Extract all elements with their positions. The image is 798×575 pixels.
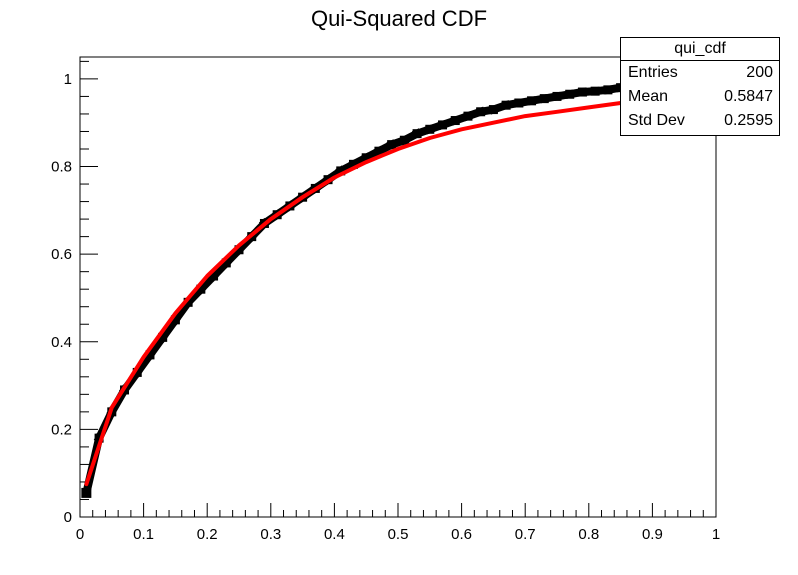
y-tick-label: 0.4 [51,334,72,351]
x-tick-label: 0.6 [451,526,472,543]
stats-entries-value: 200 [746,64,773,81]
stats-stddev-label: Std Dev [628,112,685,129]
stats-row-entries: Entries 200 [621,61,779,85]
data-points [81,75,689,498]
stats-row-mean: Mean 0.5847 [621,85,779,109]
x-tick-label: 0 [76,526,84,543]
y-tick-label: 1 [64,71,72,88]
stats-mean-label: Mean [628,88,669,105]
fit-curve [84,87,718,487]
x-tick-label: 1 [712,526,720,543]
x-tick-label: 0.5 [388,526,409,543]
stats-stddev-value: 0.2595 [724,112,773,129]
stats-row-stddev: Std Dev 0.2595 [621,109,779,133]
y-tick-label: 0.2 [51,421,72,438]
y-tick-label: 0 [64,509,72,526]
x-tick-label: 0.7 [515,526,536,543]
x-tick-label: 0.4 [324,526,345,543]
x-tick-label: 0.1 [133,526,154,543]
stats-entries-label: Entries [628,64,678,81]
axes: 0 0.1 0.2 0.3 0.4 0.5 0.6 0.7 0.8 0.9 1 0 0.2 0.4 0.6 0… [51,56,720,543]
fit-curve-group [84,87,718,487]
y-tick-label: 0.8 [51,159,72,176]
stats-box: qui_cdf Entries 200 Mean 0.5847 Std Dev … [620,37,780,136]
x-tick-label: 0.8 [578,526,599,543]
x-tick-label: 0.3 [260,526,281,543]
chart-title: Qui-Squared CDF [310,6,488,31]
y-tick-label: 0.6 [51,246,72,263]
stats-box-name: qui_cdf [621,38,779,61]
stats-mean-value: 0.5847 [724,88,773,105]
x-tick-label: 0.2 [197,526,218,543]
x-tick-label: 0.9 [642,526,663,543]
